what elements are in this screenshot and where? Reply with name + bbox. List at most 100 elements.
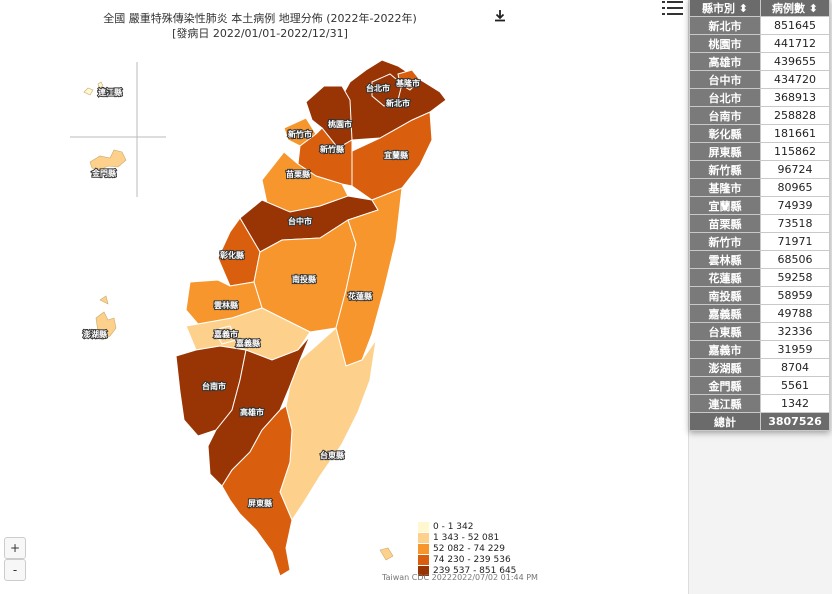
map-title: 全國 嚴重特殊傳染性肺炎 本土病例 地理分佈 (2022年-2022年) [發病…	[60, 11, 460, 41]
label-keelung: 基隆市	[395, 78, 420, 88]
legend-label-0: 0 - 1 342	[433, 521, 474, 532]
label-hsinchu-county: 新竹縣	[320, 144, 344, 154]
county-name: 彰化縣	[689, 124, 761, 143]
table-row[interactable]: 南投縣 58959	[689, 286, 830, 305]
county-name: 金門縣	[689, 376, 761, 395]
label-taoyuan: 桃園市	[328, 119, 352, 129]
region-taipei[interactable]	[371, 73, 403, 107]
region-hualien[interactable]	[335, 187, 403, 367]
total-label: 總計	[689, 412, 761, 431]
table-row[interactable]: 宜蘭縣 74939	[689, 196, 830, 215]
legend-swatch-0	[418, 521, 429, 532]
table-row[interactable]: 花蓮縣 59258	[689, 268, 830, 287]
legend-label-2: 52 082 - 74 229	[433, 543, 505, 554]
table-row[interactable]: 台北市 368913	[689, 88, 830, 107]
legend-item[interactable]: 0 - 1 342	[418, 521, 516, 532]
table-row[interactable]: 新竹市 71971	[689, 232, 830, 251]
county-name: 台中市	[689, 70, 761, 89]
case-count: 58959	[760, 286, 830, 305]
region-keelung[interactable]	[397, 69, 421, 91]
table-row[interactable]: 新北市 851645	[689, 16, 830, 35]
table-row[interactable]: 苗栗縣 73518	[689, 214, 830, 233]
zoom-out-button[interactable]: -	[4, 559, 26, 581]
table-row[interactable]: 基隆市 80965	[689, 178, 830, 197]
hamburger-menu-icon[interactable]	[662, 0, 684, 16]
case-count: 115862	[760, 142, 830, 161]
case-count: 258828	[760, 106, 830, 125]
case-count: 31959	[760, 340, 830, 359]
county-name: 台南市	[689, 106, 761, 125]
table-row[interactable]: 屏東縣 115862	[689, 142, 830, 161]
case-count: 96724	[760, 160, 830, 179]
case-count: 32336	[760, 322, 830, 341]
region-kinmen[interactable]	[89, 149, 127, 171]
label-lienchiang: 連江縣	[98, 87, 122, 97]
county-name: 桃園市	[689, 34, 761, 53]
cases-table: 縣市別 ⬍ 病例數 ⬍ 新北市 851645 桃園市 441712 高雄市 439655 台…	[689, 0, 830, 431]
case-count: 73518	[760, 214, 830, 233]
legend-item[interactable]: 74 230 - 239 536	[418, 554, 516, 565]
legend-item[interactable]: 239 537 - 851 645	[418, 565, 516, 576]
table-row[interactable]: 台中市 434720	[689, 70, 830, 89]
label-chiayi-county: 嘉義縣	[235, 338, 260, 348]
legend-item[interactable]: 52 082 - 74 229	[418, 543, 516, 554]
case-count: 1342	[760, 394, 830, 413]
label-yunlin: 雲林縣	[214, 300, 238, 310]
case-count: 59258	[760, 268, 830, 287]
table-row[interactable]: 金門縣 5561	[689, 376, 830, 395]
label-pingtung: 屏東縣	[248, 498, 272, 508]
legend-item[interactable]: 1 343 - 52 081	[418, 532, 516, 543]
county-name: 宜蘭縣	[689, 196, 761, 215]
label-miaoli: 苗栗縣	[286, 169, 310, 179]
column-header-cases[interactable]: 病例數 ⬍	[760, 0, 830, 17]
case-count: 71971	[760, 232, 830, 251]
county-name: 新竹市	[689, 232, 761, 251]
county-name: 新竹縣	[689, 160, 761, 179]
county-name: 高雄市	[689, 52, 761, 71]
county-name: 苗栗縣	[689, 214, 761, 233]
region-penghu[interactable]	[95, 295, 117, 341]
table-row[interactable]: 桃園市 441712	[689, 34, 830, 53]
county-name: 雲林縣	[689, 250, 761, 269]
table-row[interactable]: 高雄市 439655	[689, 52, 830, 71]
label-hsinchu-city: 新竹市	[288, 129, 312, 139]
county-name: 台北市	[689, 88, 761, 107]
table-row[interactable]: 澎湖縣 8704	[689, 358, 830, 377]
label-yilan: 宜蘭縣	[384, 150, 408, 160]
table-total-row: 總計 3807526	[689, 412, 830, 431]
legend-swatch-4	[418, 565, 429, 576]
table-row[interactable]: 嘉義縣 49788	[689, 304, 830, 323]
case-count: 5561	[760, 376, 830, 395]
table-row[interactable]: 台東縣 32336	[689, 322, 830, 341]
label-hualien: 花蓮縣	[348, 291, 372, 301]
label-kinmen: 金門縣	[91, 168, 116, 178]
table-row[interactable]: 台南市 258828	[689, 106, 830, 125]
case-count: 181661	[760, 124, 830, 143]
legend-swatch-2	[418, 543, 429, 554]
region-lienchiang[interactable]	[83, 81, 104, 96]
county-name: 南投縣	[689, 286, 761, 305]
table-header-row: 縣市別 ⬍ 病例數 ⬍	[689, 0, 830, 17]
zoom-in-button[interactable]: +	[4, 537, 26, 559]
region-pingtung[interactable]	[221, 405, 293, 577]
column-header-county[interactable]: 縣市別 ⬍	[689, 0, 761, 17]
region-islet	[379, 547, 394, 561]
map-title-line2: [發病日 2022/01/01-2022/12/31]	[172, 27, 348, 40]
label-taichung: 台中市	[288, 216, 312, 226]
table-row[interactable]: 連江縣 1342	[689, 394, 830, 413]
legend-swatch-1	[418, 532, 429, 543]
case-count: 434720	[760, 70, 830, 89]
table-row[interactable]: 雲林縣 68506	[689, 250, 830, 269]
case-count: 8704	[760, 358, 830, 377]
table-row[interactable]: 新竹縣 96724	[689, 160, 830, 179]
region-chiayi-city[interactable]	[213, 325, 237, 345]
case-count: 80965	[760, 178, 830, 197]
county-name: 花蓮縣	[689, 268, 761, 287]
label-taitung: 台東縣	[320, 450, 344, 460]
table-row[interactable]: 嘉義市 31959	[689, 340, 830, 359]
case-count: 851645	[760, 16, 830, 35]
download-icon[interactable]	[492, 8, 508, 24]
table-row[interactable]: 彰化縣 181661	[689, 124, 830, 143]
legend-label-3: 74 230 - 239 536	[433, 554, 511, 565]
legend-swatch-3	[418, 554, 429, 565]
